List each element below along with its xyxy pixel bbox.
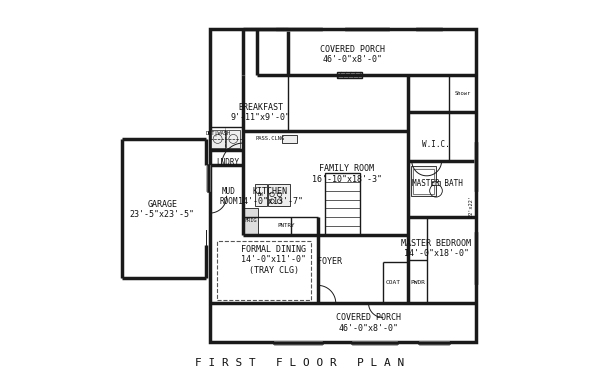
Bar xyxy=(226,130,241,148)
Text: PWDR: PWDR xyxy=(410,279,425,285)
Bar xyxy=(211,130,225,148)
Text: MASTER BATH: MASTER BATH xyxy=(412,179,463,188)
Text: FORMAL DINING
14'-0"x11'-0"
(TRAY CLG): FORMAL DINING 14'-0"x11'-0" (TRAY CLG) xyxy=(241,245,307,275)
Bar xyxy=(325,173,359,235)
Text: COVERED PORCH
46'-0"x8'-0": COVERED PORCH 46'-0"x8'-0" xyxy=(337,313,401,333)
Text: FAMILY ROOM
16'-10"x18'-3": FAMILY ROOM 16'-10"x18'-3" xyxy=(311,164,382,184)
Text: FRIG: FRIG xyxy=(244,218,257,223)
Text: COVERED PORCH
46'-0"x8'-0": COVERED PORCH 46'-0"x8'-0" xyxy=(320,45,385,64)
Bar xyxy=(217,240,311,300)
Text: GARAGE
23'-5"x23'-5": GARAGE 23'-5"x23'-5" xyxy=(130,200,194,219)
Bar xyxy=(337,72,362,78)
Text: LNDRY: LNDRY xyxy=(216,158,239,167)
Text: PASS.CLNG: PASS.CLNG xyxy=(256,136,285,141)
Bar xyxy=(432,181,440,185)
Text: MUD
ROOM: MUD ROOM xyxy=(219,187,238,206)
Text: COAT: COAT xyxy=(386,279,401,285)
Text: BREAKFAST
9'-11"x9'-0": BREAKFAST 9'-11"x9'-0" xyxy=(231,103,291,122)
Bar xyxy=(411,166,436,196)
Text: DRT|WASH: DRT|WASH xyxy=(206,131,230,136)
Bar xyxy=(244,208,257,234)
Text: Showr: Showr xyxy=(454,91,470,96)
Bar xyxy=(282,135,297,143)
Text: PNTRY: PNTRY xyxy=(277,223,295,227)
Bar xyxy=(413,169,434,194)
Text: MASTER BEDROOM
14'-0"x18'-0": MASTER BEDROOM 14'-0"x18'-0" xyxy=(401,239,471,258)
Text: FOYER: FOYER xyxy=(317,257,341,266)
Text: 22'x22': 22'x22' xyxy=(468,195,473,217)
Bar xyxy=(254,184,267,206)
Text: DW: DW xyxy=(257,192,263,197)
Bar xyxy=(268,184,290,206)
Text: F I R S T   F L O O R   P L A N: F I R S T F L O O R P L A N xyxy=(196,358,404,368)
Bar xyxy=(210,29,476,341)
Text: W.I.C.: W.I.C. xyxy=(422,140,450,148)
Text: KITCHEN
14'-0"x13'-7": KITCHEN 14'-0"x13'-7" xyxy=(238,187,302,206)
